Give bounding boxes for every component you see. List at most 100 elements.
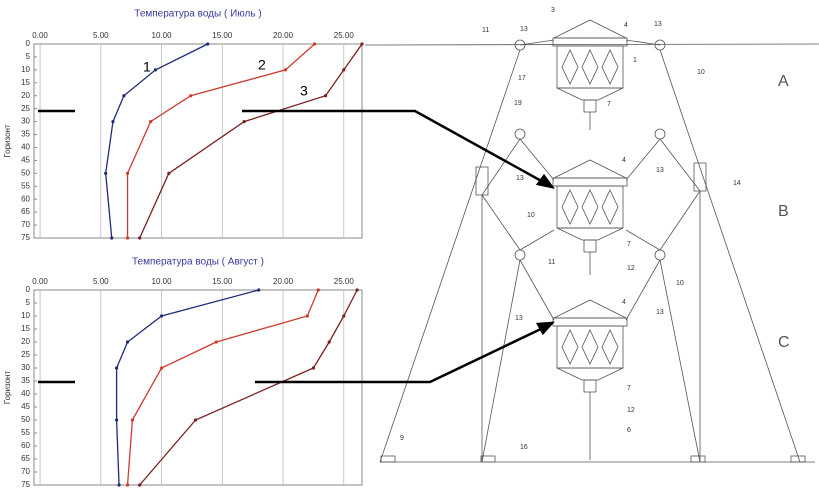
data-point <box>117 483 121 487</box>
y-tick-label: 30 <box>21 117 30 126</box>
data-point <box>125 483 130 487</box>
net-panel <box>581 189 599 225</box>
y-tick-label: 40 <box>21 143 30 152</box>
part-label: 10 <box>527 212 535 219</box>
arrow-head <box>535 321 556 336</box>
data-point <box>130 418 134 422</box>
part-label: 13 <box>656 309 664 316</box>
annotation: 1 <box>143 59 151 75</box>
net-panel <box>561 49 579 85</box>
anchor <box>690 455 706 463</box>
rope <box>379 49 521 463</box>
charts: Температура воды ( Июль )0.00 5.00 10.00 15… <box>3 9 364 489</box>
part-label: 9 <box>400 435 404 442</box>
part-label: 13 <box>520 26 528 33</box>
net-panel <box>601 329 619 365</box>
rope <box>659 138 701 192</box>
data-point <box>189 94 193 98</box>
part-label: 13 <box>516 175 524 182</box>
y-tick-label: 65 <box>21 454 30 463</box>
data-point <box>305 314 309 318</box>
part-label: 3 <box>551 7 555 14</box>
part-label: 7 <box>627 385 631 392</box>
rope <box>481 138 521 196</box>
annotation: 3 <box>300 83 308 99</box>
net-panel <box>601 49 619 85</box>
x-tick-label: 10.00 <box>152 277 173 286</box>
part-label: 12 <box>627 265 635 272</box>
x-tick-label: 10.00 <box>152 31 173 40</box>
part-label: 4 <box>622 299 626 306</box>
rope <box>625 138 661 181</box>
part-label: 13 <box>515 315 523 322</box>
annotation: 2 <box>258 57 266 73</box>
data-point <box>115 418 119 422</box>
y-tick-label: 15 <box>21 78 30 87</box>
part-label: 13 <box>654 21 662 28</box>
y-tick-label: 60 <box>21 441 30 450</box>
data-point <box>167 171 171 175</box>
buoy <box>514 128 526 140</box>
part-label: 10 <box>697 69 705 76</box>
y-tick-label: 0 <box>26 39 31 48</box>
y-tick-label: 25 <box>21 350 30 359</box>
chart-title: Температура воды ( Июль ) <box>134 9 261 20</box>
y-tick-label: 5 <box>26 52 31 61</box>
y-tick-label: 30 <box>21 363 30 372</box>
series-line <box>139 289 358 486</box>
y-tick-label: 20 <box>21 91 30 100</box>
x-tick-label: 0.00 <box>32 31 48 40</box>
part-label: 17 <box>518 75 526 82</box>
y-axis-label: Горизонт <box>3 124 12 158</box>
y-tick-label: 0 <box>26 285 31 294</box>
x-tick-label: 5.00 <box>93 277 109 286</box>
buoy <box>514 249 526 261</box>
x-tick-label: 20.00 <box>273 277 294 286</box>
net-panel <box>581 329 599 365</box>
part-label: 14 <box>733 180 741 187</box>
y-tick-label: 25 <box>21 104 30 113</box>
rope <box>519 259 555 321</box>
cage-body <box>556 45 624 89</box>
arrow-head <box>535 173 555 189</box>
x-tick-label: 25.00 <box>334 277 355 286</box>
rope <box>481 194 521 251</box>
part-label: 11 <box>548 259 555 266</box>
part-label: 6 <box>627 427 631 434</box>
water-line <box>364 43 819 46</box>
cage-roof <box>553 299 627 319</box>
cage-roof <box>553 159 627 179</box>
data-point <box>283 68 288 72</box>
data-point <box>311 366 316 370</box>
y-axis-label: Горизонт <box>3 371 12 405</box>
part-label: 11 <box>482 27 489 34</box>
rope <box>519 39 555 46</box>
series-line <box>126 289 319 486</box>
y-tick-label: 40 <box>21 389 30 398</box>
y-tick-label: 70 <box>21 220 30 229</box>
series-line <box>105 43 209 239</box>
part-label: 7 <box>607 101 611 108</box>
collector <box>583 379 597 393</box>
data-point <box>159 314 164 318</box>
rope <box>659 259 701 463</box>
net-panel <box>561 329 579 365</box>
y-tick-label: 50 <box>21 415 30 424</box>
y-tick-label: 75 <box>21 480 30 489</box>
x-tick-label: 20.00 <box>273 31 294 40</box>
rope <box>481 259 521 463</box>
y-tick-label: 60 <box>21 194 30 203</box>
y-tick-label: 65 <box>21 207 30 216</box>
net-panel <box>581 49 599 85</box>
data-point <box>214 340 218 344</box>
net-panel <box>601 189 619 225</box>
anchor <box>480 455 496 463</box>
y-tick-label: 45 <box>21 156 30 165</box>
series-line <box>139 43 363 239</box>
data-point <box>122 94 126 98</box>
data-point <box>316 288 320 292</box>
part-label: 4 <box>624 22 628 29</box>
y-tick-label: 20 <box>21 337 30 346</box>
cage-body <box>556 325 624 369</box>
